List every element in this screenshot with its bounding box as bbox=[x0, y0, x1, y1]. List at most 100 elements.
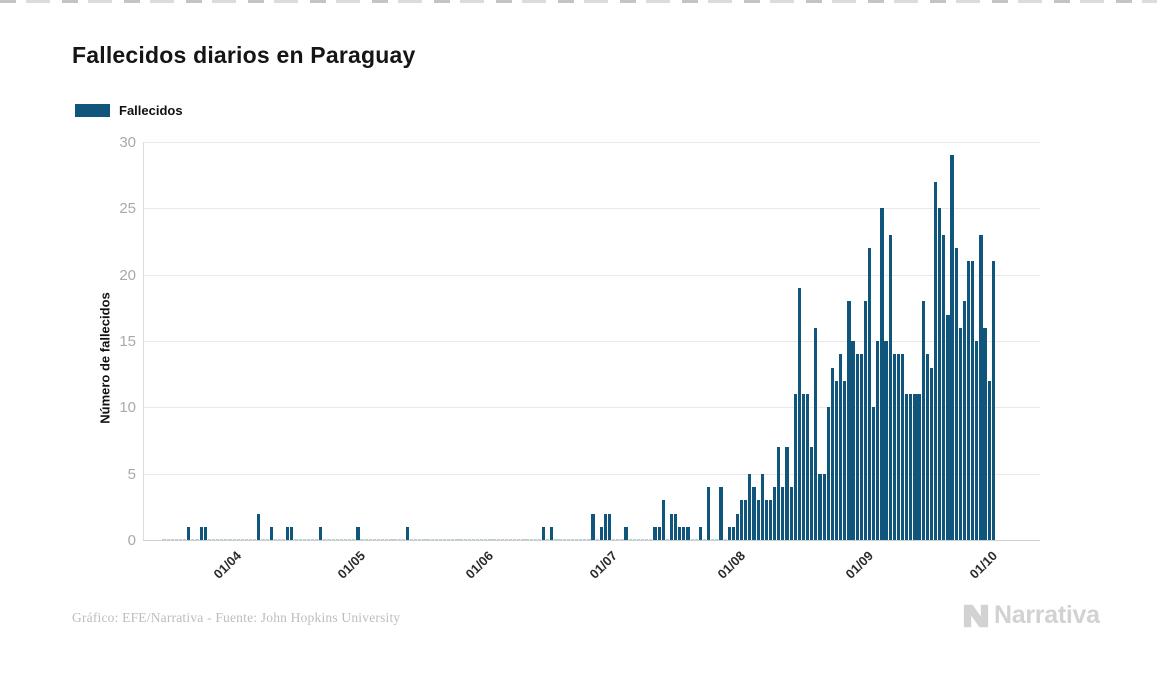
bar[interactable] bbox=[397, 538, 401, 540]
bar[interactable] bbox=[773, 486, 777, 540]
bar[interactable] bbox=[603, 513, 608, 540]
bar[interactable] bbox=[426, 538, 430, 540]
bar[interactable] bbox=[488, 538, 492, 540]
bar[interactable] bbox=[645, 538, 649, 540]
bar[interactable] bbox=[702, 538, 707, 540]
bar[interactable] bbox=[339, 538, 344, 540]
bar[interactable] bbox=[863, 301, 868, 540]
bar[interactable] bbox=[929, 367, 934, 540]
bar[interactable] bbox=[917, 394, 921, 540]
bar[interactable] bbox=[711, 538, 715, 540]
bar[interactable] bbox=[843, 380, 847, 540]
bar[interactable] bbox=[298, 538, 302, 540]
bar[interactable] bbox=[257, 513, 261, 540]
bar[interactable] bbox=[480, 538, 484, 540]
bar[interactable] bbox=[331, 538, 335, 540]
bar[interactable] bbox=[376, 538, 381, 540]
bar[interactable] bbox=[562, 538, 566, 540]
bar[interactable] bbox=[653, 526, 657, 540]
bar[interactable] bbox=[768, 500, 773, 540]
bar[interactable] bbox=[760, 473, 764, 540]
bar[interactable] bbox=[467, 538, 471, 540]
bar[interactable] bbox=[306, 538, 310, 540]
bar[interactable] bbox=[513, 538, 517, 540]
bar[interactable] bbox=[203, 526, 207, 540]
bar[interactable] bbox=[698, 526, 702, 540]
bar[interactable] bbox=[682, 526, 686, 540]
bar[interactable] bbox=[624, 526, 628, 540]
bar[interactable] bbox=[430, 538, 434, 540]
bar[interactable] bbox=[517, 538, 521, 540]
bar[interactable] bbox=[880, 208, 884, 540]
bar[interactable] bbox=[735, 513, 740, 540]
bar[interactable] bbox=[719, 486, 723, 540]
bar[interactable] bbox=[781, 486, 785, 540]
bar[interactable] bbox=[348, 538, 352, 540]
bar[interactable] bbox=[451, 538, 455, 540]
bar[interactable] bbox=[541, 526, 546, 540]
bar[interactable] bbox=[954, 248, 958, 540]
bar[interactable] bbox=[521, 538, 525, 540]
bar[interactable] bbox=[269, 526, 273, 540]
bar[interactable] bbox=[220, 538, 224, 540]
bar[interactable] bbox=[876, 341, 880, 540]
bar[interactable] bbox=[484, 538, 488, 540]
bar[interactable] bbox=[216, 538, 220, 540]
bar[interactable] bbox=[191, 538, 195, 540]
bar[interactable] bbox=[315, 538, 319, 540]
bar[interactable] bbox=[801, 394, 806, 540]
bar[interactable] bbox=[839, 354, 843, 540]
bar[interactable] bbox=[356, 526, 360, 540]
bar[interactable] bbox=[938, 208, 942, 540]
bar[interactable] bbox=[579, 538, 583, 540]
bar[interactable] bbox=[174, 538, 178, 540]
bar[interactable] bbox=[508, 538, 513, 540]
bar[interactable] bbox=[962, 301, 967, 540]
bar[interactable] bbox=[405, 526, 410, 540]
bar[interactable] bbox=[665, 538, 669, 540]
bar[interactable] bbox=[360, 538, 364, 540]
bar[interactable] bbox=[286, 526, 290, 540]
bar[interactable] bbox=[381, 538, 385, 540]
bar[interactable] bbox=[727, 526, 731, 540]
bar[interactable] bbox=[607, 513, 612, 540]
bar[interactable] bbox=[492, 538, 496, 540]
bar[interactable] bbox=[620, 538, 624, 540]
bar[interactable] bbox=[385, 538, 389, 540]
bar[interactable] bbox=[393, 538, 397, 540]
bar[interactable] bbox=[550, 526, 554, 540]
bar[interactable] bbox=[599, 526, 603, 540]
bar[interactable] bbox=[566, 538, 570, 540]
bar[interactable] bbox=[925, 354, 929, 540]
bar[interactable] bbox=[669, 513, 674, 540]
bar[interactable] bbox=[554, 538, 558, 540]
bar[interactable] bbox=[830, 367, 834, 540]
bar[interactable] bbox=[636, 538, 641, 540]
bar[interactable] bbox=[422, 538, 426, 540]
bar[interactable] bbox=[694, 538, 698, 540]
bar[interactable] bbox=[459, 538, 463, 540]
bar[interactable] bbox=[810, 447, 814, 540]
bar[interactable] bbox=[822, 473, 826, 540]
bar[interactable] bbox=[401, 538, 405, 540]
bar[interactable] bbox=[537, 538, 542, 540]
bar[interactable] bbox=[310, 538, 315, 540]
bar[interactable] bbox=[892, 354, 896, 540]
bar[interactable] bbox=[905, 394, 909, 540]
bar[interactable] bbox=[806, 394, 810, 540]
bar[interactable] bbox=[496, 538, 500, 540]
bar[interactable] bbox=[834, 380, 839, 540]
bar[interactable] bbox=[690, 538, 694, 540]
bar[interactable] bbox=[975, 341, 979, 540]
bar[interactable] bbox=[587, 538, 591, 540]
bar[interactable] bbox=[529, 538, 533, 540]
bar[interactable] bbox=[686, 526, 690, 540]
bar[interactable] bbox=[471, 538, 476, 540]
bar[interactable] bbox=[884, 341, 888, 540]
legend-item-fallecidos[interactable]: Fallecidos bbox=[75, 103, 183, 118]
bar[interactable] bbox=[979, 234, 983, 540]
bar[interactable] bbox=[657, 526, 661, 540]
bar[interactable] bbox=[707, 486, 711, 540]
bar[interactable] bbox=[199, 526, 203, 540]
bar[interactable] bbox=[447, 538, 451, 540]
